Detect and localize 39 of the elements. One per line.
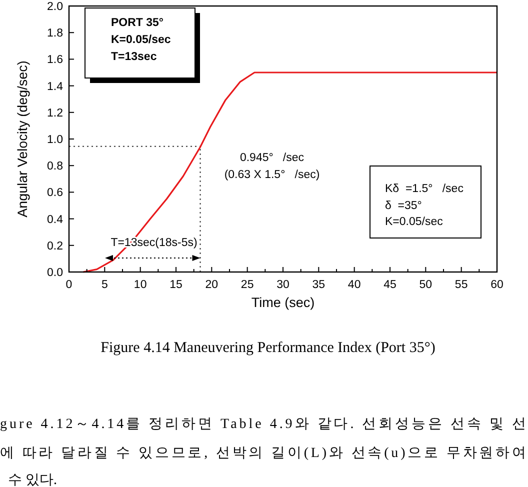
- annotation: 0.945° /sec: [240, 152, 304, 164]
- y-tick-label: 0.0: [47, 267, 63, 279]
- y-axis-title: Angular Velocity (deg/sec): [15, 60, 30, 218]
- x-tick-label: 15: [170, 279, 182, 291]
- x-tick-label: 5: [101, 279, 108, 291]
- line-series: [82, 72, 498, 273]
- annotation: PORT 35°: [111, 17, 164, 29]
- y-tick-label: 0.2: [47, 240, 63, 252]
- x-tick-label: 40: [348, 279, 361, 291]
- annotation: Kδ =1.5° /sec: [385, 183, 464, 195]
- y-tick-label: 0.4: [47, 214, 64, 226]
- x-tick-label: 10: [134, 279, 147, 291]
- annotation: (0.63 X 1.5° /sec): [224, 169, 320, 181]
- y-tick-label: 1.4: [47, 80, 64, 93]
- y-tick-label: 1.6: [47, 54, 63, 66]
- x-tick-label: 45: [384, 279, 396, 291]
- y-tick-label: 1.0: [47, 134, 63, 146]
- annotation: T=13sec: [111, 51, 158, 63]
- y-tick-label: 0.6: [47, 187, 63, 200]
- y-tick-label: 2.0: [47, 1, 63, 13]
- x-tick-label: 0: [66, 279, 72, 291]
- x-tick-label: 50: [419, 279, 432, 291]
- x-tick-label: 30: [276, 279, 290, 291]
- annotation: K=0.05/sec: [111, 34, 172, 46]
- annotation: δ =35°: [385, 200, 422, 212]
- y-tick-label: 0.8: [47, 160, 63, 173]
- annotation: K=0.05/sec: [385, 216, 444, 228]
- x-tick-label: 60: [490, 279, 504, 291]
- text: gure 4.12～4.14를 정리하면 Table 4.9와 같다. 선회성능은 선속 및 선: [0, 417, 526, 432]
- text: 수 있다.: [8, 473, 57, 487]
- y-tick-label: 1.8: [47, 28, 63, 40]
- x-axis-title: Time (sec): [251, 295, 315, 310]
- x-tick-label: 20: [205, 279, 218, 291]
- x-tick-label: 55: [454, 279, 468, 291]
- text: 에 따라 달라질 수 있으므로, 선박의 길이(L)와 선속(u)으로 무차원하여: [0, 446, 526, 461]
- y-tick-label: 1.2: [47, 107, 63, 120]
- caption: Figure 4.14 Maneuvering Performance Index (Port 35°): [100, 340, 436, 356]
- x-tick-label: 25: [240, 279, 254, 291]
- x-tick-label: 35: [312, 279, 326, 291]
